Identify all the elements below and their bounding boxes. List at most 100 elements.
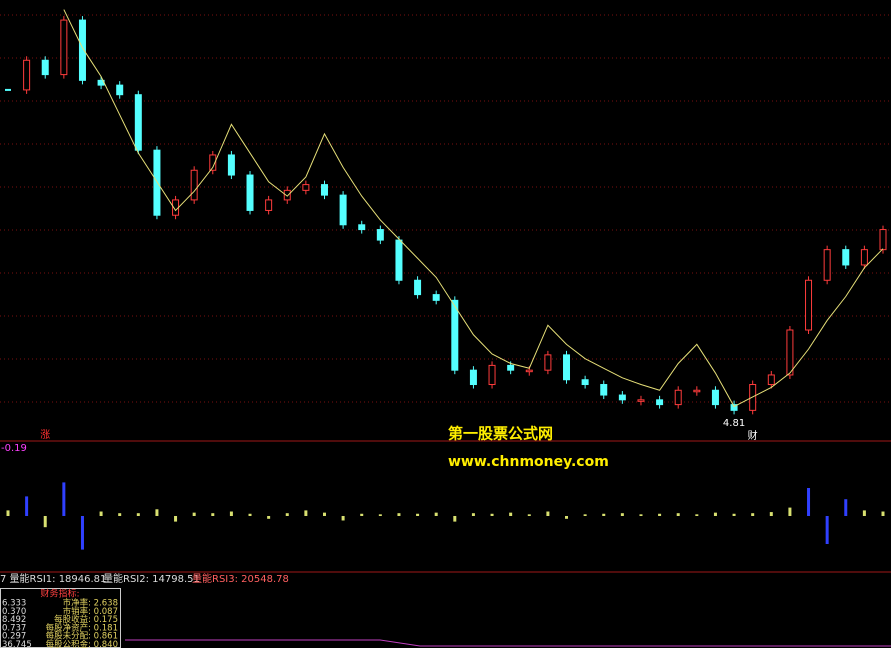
candle xyxy=(674,389,682,406)
finance-item: 市净率: 2.638 xyxy=(63,598,118,609)
candle xyxy=(116,84,124,96)
indicator-bar xyxy=(43,516,47,528)
candle xyxy=(693,389,701,393)
candle xyxy=(134,94,142,151)
indicator-bar xyxy=(155,509,159,516)
indicator-bar xyxy=(136,513,140,516)
candle xyxy=(823,249,831,281)
candle xyxy=(842,249,850,266)
indicator-bar xyxy=(862,510,866,516)
candle xyxy=(320,184,328,196)
indicator-bar xyxy=(322,512,326,516)
candle xyxy=(414,279,422,296)
finance-item: 每股净资产: 0.181 xyxy=(46,622,118,633)
candle xyxy=(283,189,291,201)
candle xyxy=(376,229,384,241)
candle xyxy=(395,239,403,281)
watermark-url: www.chnmoney.com xyxy=(448,454,609,470)
indicator-bar xyxy=(248,513,252,516)
candle xyxy=(711,389,719,406)
indicator-bar xyxy=(285,513,289,516)
finance-box xyxy=(0,588,121,648)
candle xyxy=(786,329,794,376)
indicator-bar xyxy=(25,496,29,516)
candle xyxy=(78,19,86,81)
candle xyxy=(153,149,161,216)
indicator-bar xyxy=(658,513,662,516)
stop-line xyxy=(63,9,884,408)
candle xyxy=(488,364,496,386)
indicator-bar xyxy=(99,511,103,516)
annotation: 4.81 xyxy=(723,418,745,429)
watermark-name: 第一股票公式网 xyxy=(448,425,553,443)
indicator-bar xyxy=(229,511,233,516)
indicator-bar xyxy=(304,510,308,516)
candle xyxy=(730,404,738,411)
indicator-bar xyxy=(80,516,84,550)
indicator-bar xyxy=(490,513,494,516)
candle xyxy=(879,229,887,251)
finance-value: 8.492 xyxy=(2,615,26,625)
rsi3: 量能RSI3: 20548.78 xyxy=(192,572,289,585)
indicator-bar xyxy=(434,512,438,516)
indicator-bar xyxy=(341,516,345,521)
indicator-label: -0.19 xyxy=(1,443,27,454)
indicator-bar xyxy=(397,513,401,516)
finance-value: 0.737 xyxy=(2,623,26,633)
indicator-bar xyxy=(192,512,196,516)
indicator-bar xyxy=(825,516,829,544)
candle xyxy=(469,369,477,386)
candle xyxy=(451,299,459,371)
candle xyxy=(563,354,571,381)
finance-item: 每股未分配: 0.861 xyxy=(46,631,118,642)
candle xyxy=(600,384,608,396)
indicator-bar xyxy=(676,513,680,516)
candle xyxy=(60,19,68,76)
candle xyxy=(656,399,664,406)
candle xyxy=(767,374,775,386)
rsi1: 7 量能RSI1: 18946.81 xyxy=(0,572,106,585)
indicator-bar xyxy=(583,514,587,516)
indicator-bar xyxy=(211,513,215,516)
candle xyxy=(246,174,254,211)
indicator-bar xyxy=(881,511,885,516)
candle xyxy=(265,199,273,211)
candle xyxy=(618,394,626,401)
candle xyxy=(41,59,49,76)
finance-item: 每股收益: 0.175 xyxy=(54,614,118,625)
indicator-bar xyxy=(565,516,569,519)
annotation: 涨 xyxy=(40,429,50,441)
candle xyxy=(302,184,310,191)
indicator-bar xyxy=(118,513,122,516)
indicator-bar xyxy=(695,514,699,516)
indicator-bar xyxy=(509,512,513,516)
indicator-bar xyxy=(844,499,848,516)
indicator-bar xyxy=(602,513,606,516)
annotation: 财 xyxy=(748,429,758,442)
indicator-bar xyxy=(620,513,624,516)
indicator-bar xyxy=(527,514,531,516)
finance-item: 每股公积金: 0.840 xyxy=(46,639,118,648)
candle xyxy=(581,379,589,386)
candle xyxy=(637,399,645,402)
indicator-bar xyxy=(546,511,550,516)
indicator-bar xyxy=(769,512,773,516)
indicator-bar xyxy=(471,513,475,516)
candle xyxy=(544,354,552,371)
candle xyxy=(432,294,440,301)
candle xyxy=(5,88,11,91)
indicator-bar xyxy=(788,507,792,516)
indicator-bar xyxy=(62,482,66,516)
candle xyxy=(209,154,217,171)
candle xyxy=(525,369,533,373)
indicator-bar xyxy=(378,514,382,516)
indicator-bar xyxy=(174,516,178,522)
finance-item: 市销率: 0.087 xyxy=(63,606,118,617)
indicator-bar xyxy=(713,512,717,516)
rsi2: 量能RSI2: 14798.51 xyxy=(103,572,200,585)
candle xyxy=(507,364,515,371)
grid xyxy=(0,14,891,403)
indicator-bar xyxy=(732,513,736,516)
